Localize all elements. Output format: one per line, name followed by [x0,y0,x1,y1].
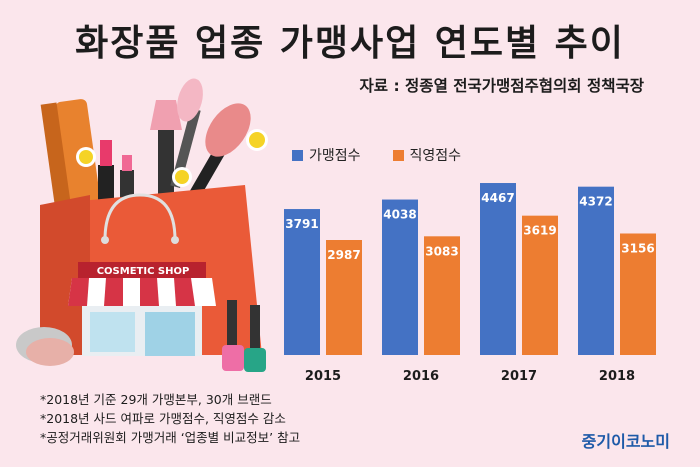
nail-polish-icon [222,300,266,372]
footnote: *2018년 기준 29개 가맹본부, 30개 브랜드 [40,392,272,407]
bar-direct-2017 [522,215,558,355]
brand-logo: 중기이코노미 [581,432,670,451]
legend-item-direct: 직영점수 [392,145,462,165]
data-label-direct-2016: 3083 [425,244,458,258]
source-caption: 자료 : 정종열 전국가맹점주협의회 정책국장 [359,77,644,95]
chart-legend: 가맹점수 직영점수 [292,145,461,165]
makeup-brush-icon [150,78,251,209]
data-label-franchise-2016: 4038 [383,208,416,222]
bar-franchise-2018 [578,186,614,355]
bar-direct-2018 [620,233,656,355]
legend-swatch-direct [392,149,404,161]
x-tick-label-2017: 2017 [501,369,537,384]
footnote: *공정거래위원회 가맹거래 ‘업종별 비교정보’ 참고 [40,430,301,445]
data-label-franchise-2017: 4467 [481,191,514,205]
legend-label-franchise: 가맹점수 [309,148,361,164]
x-tick-label-2018: 2018 [599,369,635,384]
data-label-direct-2017: 3619 [523,224,556,238]
legend-swatch-franchise [292,149,303,161]
bar-franchise-2016 [382,199,418,355]
bar-direct-2016 [424,236,460,355]
bar-franchise-2017 [480,183,516,355]
x-tick-label-2016: 2016 [403,369,439,384]
bar-franchise-2015 [284,209,320,355]
x-tick-label-2015: 2015 [305,369,341,384]
data-label-direct-2018: 3156 [621,241,654,255]
bar-direct-2015 [326,240,362,355]
shop-sign: COSMETIC SHOP [96,266,190,277]
data-label-franchise-2018: 4372 [579,195,612,209]
footnote: *2018년 사드 여파로 가맹점수, 직영점수 감소 [40,411,286,426]
compact-mirror-icon [16,327,74,366]
chart-title: 화장품 업종 가맹사업 연도별 추이 [75,23,625,64]
data-label-direct-2015: 2987 [327,248,360,262]
data-label-franchise-2015: 3791 [285,217,318,231]
legend-item-franchise: 가맹점수 [292,145,361,165]
footnotes: *2018년 기준 29개 가맹본부, 30개 브랜드 *2018년 사드 여파… [40,390,300,447]
shop-front-icon [68,262,216,356]
legend-label-direct: 직영점수 [409,148,462,164]
